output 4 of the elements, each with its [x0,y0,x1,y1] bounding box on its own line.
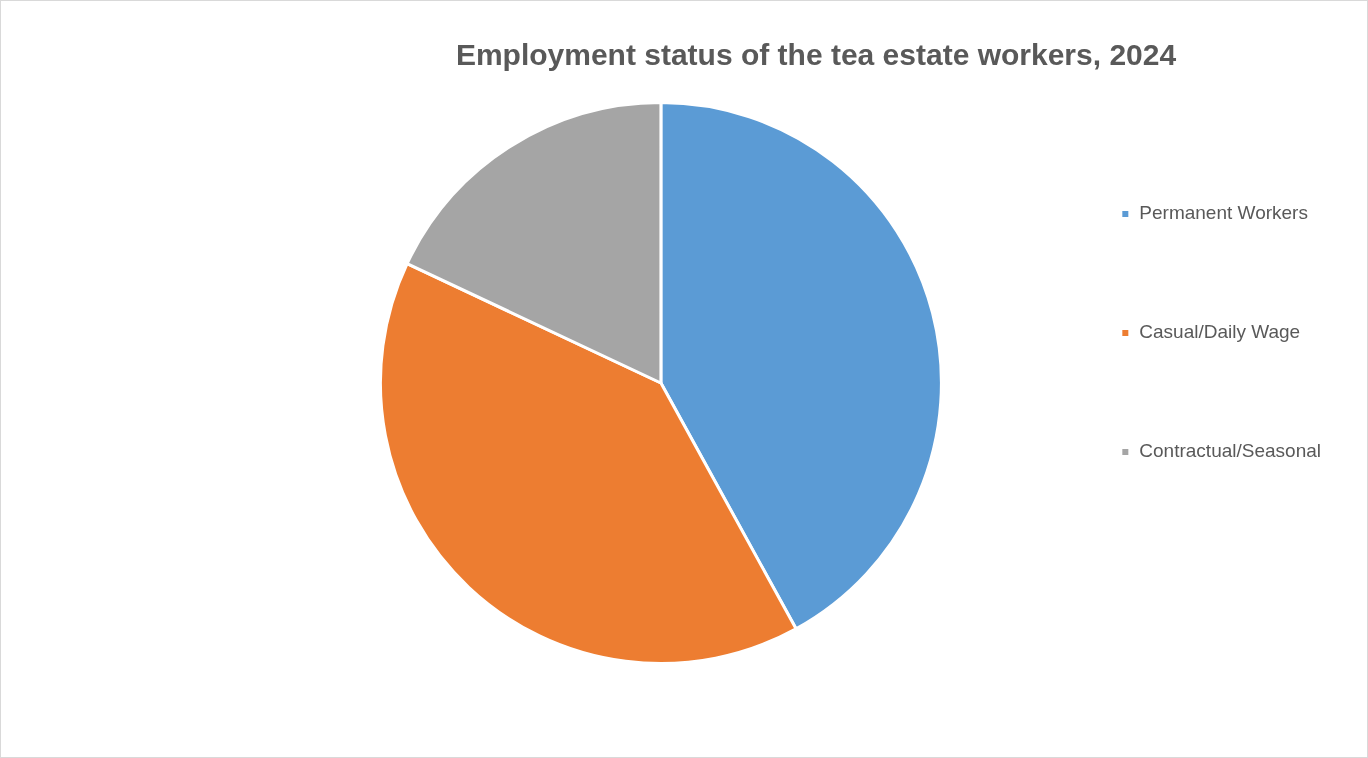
legend-label: Permanent Workers [1139,202,1308,224]
legend-label: Casual/Daily Wage [1139,321,1301,343]
chart-title: Employment status of the tea estate workers, 2024 [455,38,1177,72]
legend-label: Contractual/Seasonal [1139,440,1321,462]
